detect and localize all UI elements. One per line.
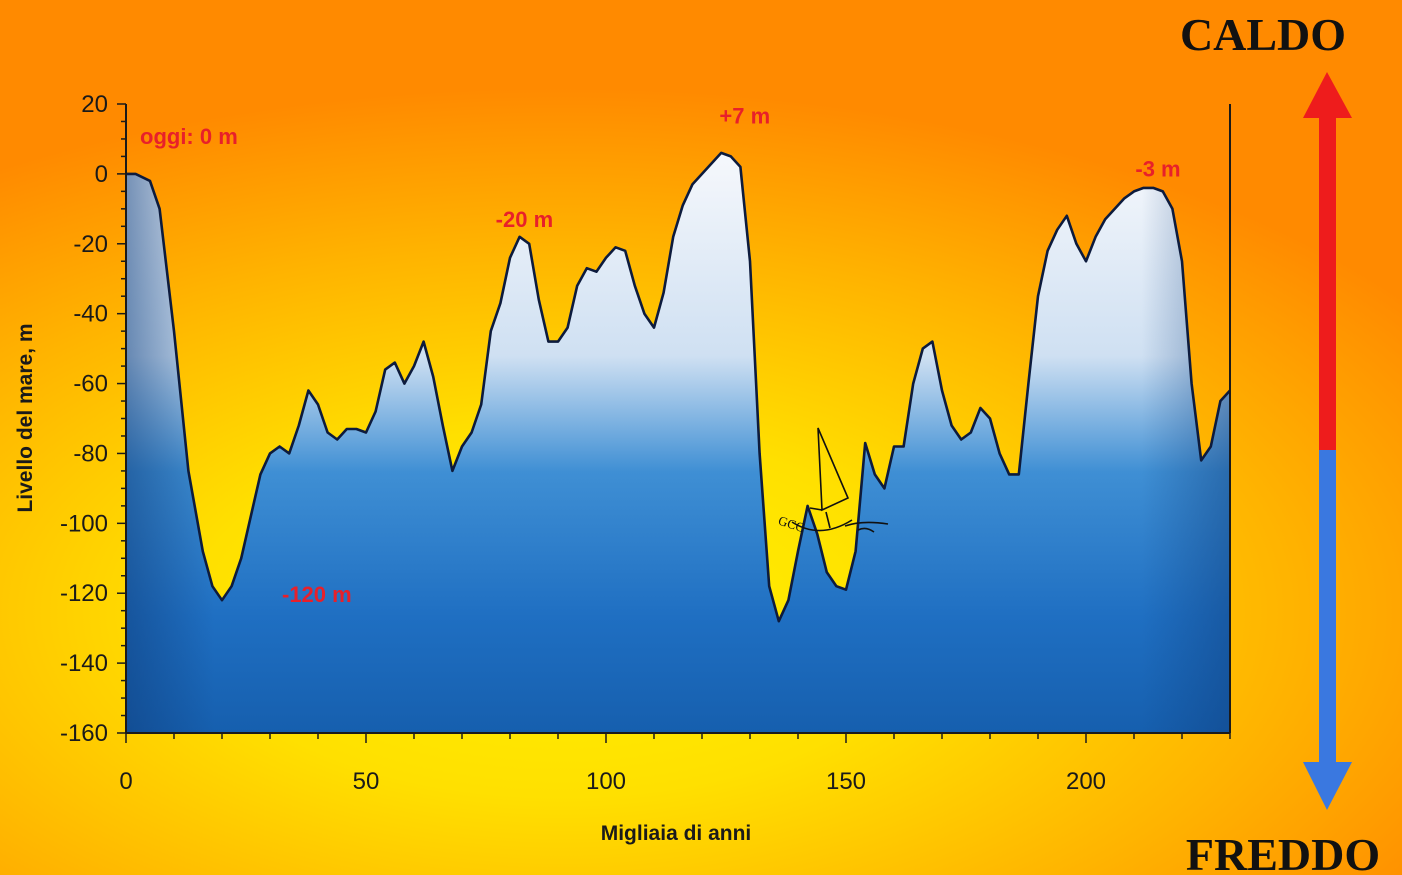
y-tick-label: -140 <box>60 650 108 677</box>
logo-text: GCC <box>776 513 806 536</box>
annotations: oggi: 0 m -120 m -20 m +7 m -3 m <box>140 103 1181 607</box>
y-tick-label: -60 <box>73 371 108 398</box>
y-tick-label: -80 <box>73 440 108 467</box>
y-tick-label: 20 <box>81 91 108 118</box>
x-axis-title: Migliaia di anni <box>601 822 752 845</box>
warm-cold-scale: CALDO FREDDO <box>1180 9 1380 875</box>
y-tick-label: -40 <box>73 301 108 328</box>
annotation-label: -20 m <box>496 207 553 232</box>
sea-level-line <box>125 151 1231 623</box>
x-tick-label: 150 <box>826 768 866 795</box>
annotation-label: +7 m <box>719 103 770 128</box>
x-tick-label: 50 <box>353 768 380 795</box>
y-tick-label: -120 <box>60 580 108 607</box>
y-tick-label: 0 <box>95 161 108 188</box>
x-tick-label: 0 <box>119 768 132 795</box>
warm-arrowhead <box>1303 72 1352 118</box>
y-tick-label: -160 <box>60 720 108 747</box>
sea-level-area <box>125 151 1231 733</box>
annotation-label: oggi: 0 m <box>140 124 238 149</box>
annotation-label: -3 m <box>1135 156 1180 181</box>
cold-bar <box>1319 450 1336 768</box>
y-axis-title: Livello del mare, m <box>14 323 37 512</box>
x-tick-label: 100 <box>586 768 626 795</box>
y-tick-label: -20 <box>73 231 108 258</box>
freddo-label: FREDDO <box>1186 829 1380 875</box>
warm-bar <box>1319 112 1336 452</box>
sea-level-fill-shade <box>126 152 1230 733</box>
cold-arrowhead <box>1303 762 1352 810</box>
annotation-label: -120 m <box>282 582 352 607</box>
y-tick-label: -100 <box>60 510 108 537</box>
caldo-label: CALDO <box>1180 9 1346 60</box>
x-tick-label: 200 <box>1066 768 1106 795</box>
